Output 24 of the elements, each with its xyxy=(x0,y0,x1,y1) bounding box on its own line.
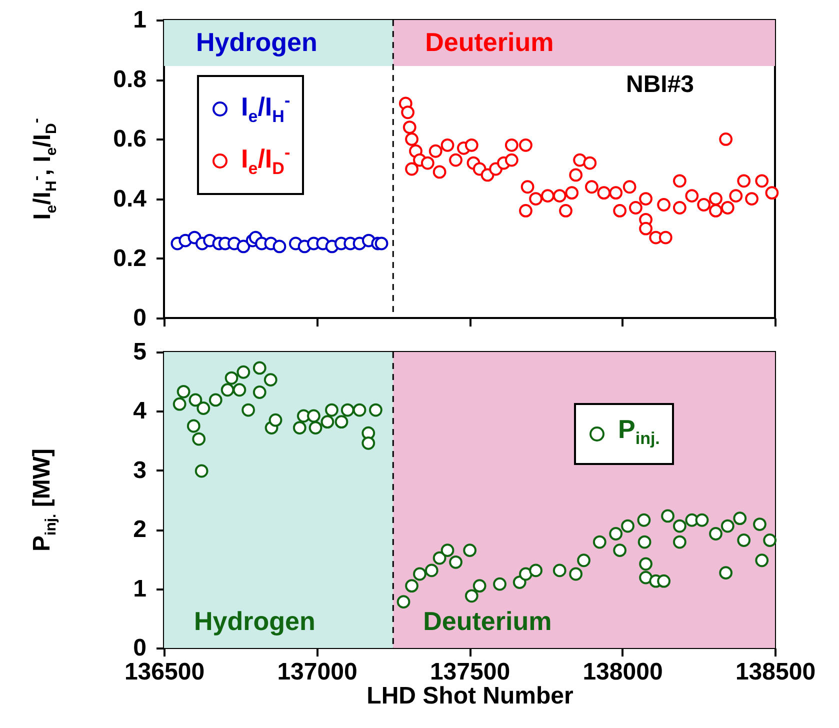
x-tick-label: 138000 xyxy=(582,658,663,686)
band-label: Deuterium xyxy=(423,606,552,636)
x-axis-title: LHD Shot Number xyxy=(366,682,574,710)
y-tick-label: 1 xyxy=(133,6,146,34)
x-tick-label: 137000 xyxy=(277,658,358,686)
y-tick-label: 0 xyxy=(133,304,146,332)
y-tick-label: 0.6 xyxy=(113,126,146,153)
y-tick-label: 4 xyxy=(133,398,148,425)
y-tick-label: 3 xyxy=(133,456,146,484)
y-tick-label: 1 xyxy=(133,575,146,602)
x-tick-label: 138500 xyxy=(735,658,816,686)
y-tick-label: 2 xyxy=(133,516,146,544)
annotation: NBI#3 xyxy=(626,71,694,98)
band-label: Hydrogen xyxy=(196,27,318,57)
y-tick-label: 0.2 xyxy=(113,244,146,272)
band-label: Deuterium xyxy=(425,27,554,57)
y-tick-label: 0.8 xyxy=(113,66,146,94)
x-tick-label: 137500 xyxy=(430,658,510,686)
x-tick-label: 136500 xyxy=(124,658,205,686)
band-label: Hydrogen xyxy=(194,606,316,636)
legend-label: P$_{inj.}$ xyxy=(618,413,660,450)
y-tick-label: 0.4 xyxy=(113,185,148,212)
y-tick-label: 0 xyxy=(133,634,146,662)
y-tick-label: 5 xyxy=(133,338,146,366)
